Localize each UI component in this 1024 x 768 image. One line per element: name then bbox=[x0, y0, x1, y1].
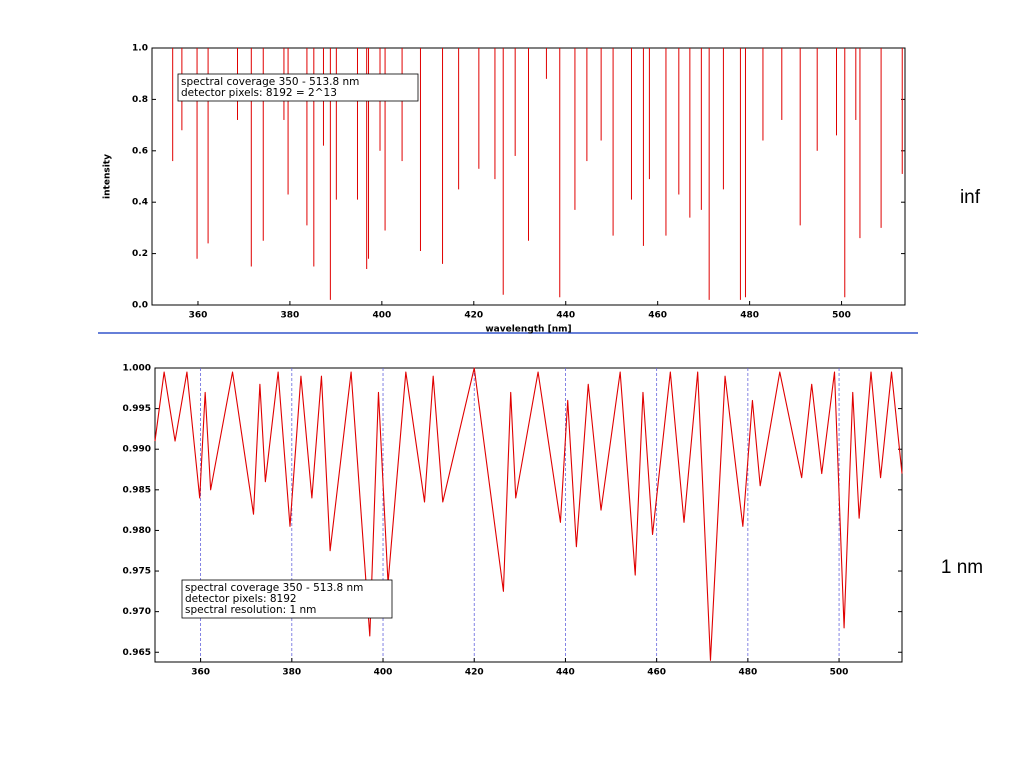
x-tick-label: 460 bbox=[647, 668, 666, 678]
x-tick-label: 380 bbox=[281, 311, 300, 321]
x-tick-label: 480 bbox=[738, 668, 757, 678]
annotation-text: spectral coverage 350 - 513.8 nm bbox=[181, 76, 359, 88]
x-axis-label: wavelength [nm] bbox=[485, 325, 571, 335]
y-tick-label: 0.980 bbox=[123, 526, 151, 536]
x-tick-label: 400 bbox=[374, 668, 393, 678]
y-tick-label: 0.965 bbox=[123, 648, 151, 658]
spectrum-line bbox=[154, 367, 903, 661]
x-tick-label: 460 bbox=[648, 311, 667, 321]
y-axis-label: intensity bbox=[103, 154, 113, 199]
side-label: inf bbox=[960, 187, 981, 208]
y-tick-label: 1.000 bbox=[123, 364, 151, 374]
x-tick-label: 500 bbox=[832, 311, 851, 321]
y-tick-label: 0.2 bbox=[132, 249, 148, 259]
x-tick-label: 440 bbox=[556, 668, 575, 678]
x-tick-label: 420 bbox=[464, 311, 483, 321]
y-tick-label: 0.6 bbox=[132, 146, 148, 156]
annotation-text: spectral resolution: 1 nm bbox=[185, 604, 316, 616]
y-tick-label: 0.970 bbox=[123, 607, 151, 617]
side-label: 1 nm bbox=[941, 557, 983, 578]
x-tick-label: 500 bbox=[830, 668, 849, 678]
y-tick-label: 0.4 bbox=[132, 198, 148, 208]
annotation-text: spectral coverage 350 - 513.8 nm bbox=[185, 582, 363, 594]
x-tick-label: 400 bbox=[372, 311, 391, 321]
x-tick-label: 360 bbox=[191, 668, 210, 678]
y-tick-label: 0.975 bbox=[123, 567, 151, 577]
annotation-box bbox=[177, 73, 419, 102]
y-tick-label: 1.0 bbox=[132, 44, 148, 54]
y-tick-label: 0.990 bbox=[123, 445, 151, 455]
annotation-box bbox=[181, 579, 393, 619]
annotation-text: detector pixels: 8192 bbox=[185, 593, 297, 605]
annotation-text: detector pixels: 8192 = 2^13 bbox=[181, 87, 337, 99]
x-tick-label: 380 bbox=[282, 668, 301, 678]
y-tick-label: 0.995 bbox=[123, 404, 151, 414]
x-tick-label: 480 bbox=[740, 311, 759, 321]
x-tick-label: 420 bbox=[465, 668, 484, 678]
x-tick-label: 440 bbox=[556, 311, 575, 321]
y-tick-label: 0.0 bbox=[132, 301, 148, 311]
y-tick-label: 0.985 bbox=[123, 485, 151, 495]
x-tick-label: 360 bbox=[189, 311, 208, 321]
y-tick-label: 0.8 bbox=[132, 95, 148, 105]
